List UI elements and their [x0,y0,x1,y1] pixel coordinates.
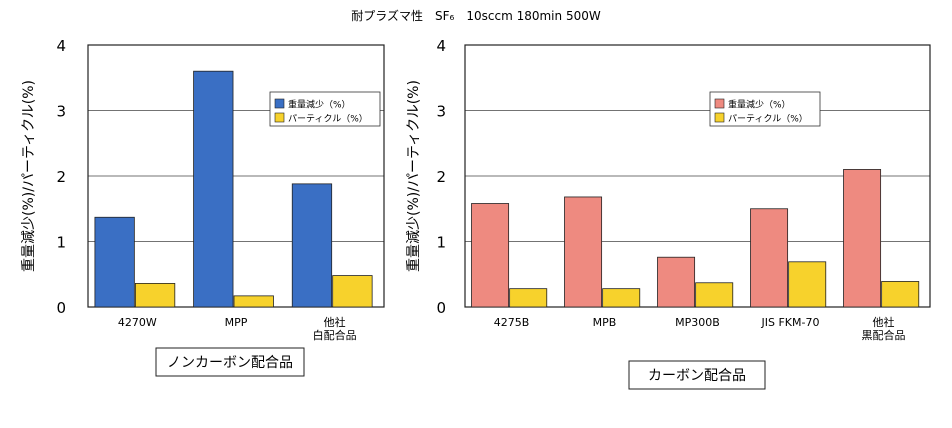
legend-label: パーティクル（%） [288,114,368,125]
bar-weight-loss [657,256,696,308]
caption-box [155,347,305,377]
y-tick-label: 2 [436,168,446,186]
y-axis-label: 重量減少(%)/パーティクル(%) [405,80,422,272]
y-tick-label: 4 [436,37,446,55]
y-tick-label: 1 [436,234,446,252]
chart-non-carbon: 0 1 2 3 4 重量減少(%)/パーティクル(%) 4270W MPP 他社白配合品 重量減少… [20,37,385,377]
x-tick-label: 他社黒配合品 [862,315,906,342]
caption-label: ノンカーボン配合品 [167,355,293,371]
y-tick-label: 3 [56,103,66,121]
page-title: 耐プラズマ性 SF₆ 10sccm 180min 500W [351,8,601,23]
y-tick-label: 3 [436,103,446,121]
legend-swatch [714,98,725,109]
legend-label: 重量減少（%） [728,99,791,111]
x-tick-label: MPP [225,316,248,329]
bar-particle [602,288,641,308]
x-tick-label: MP300B [675,316,720,329]
y-axis-label: 重量減少(%)/パーティクル(%) [20,80,37,272]
y-tick-label: 0 [56,299,66,317]
bar-weight-loss [94,216,135,308]
bar-weight-loss [193,70,234,308]
chart-carbon: 0 1 2 3 4 重量減少(%)/パーティクル(%) 4275B MPB MP300B JIS … [405,37,931,390]
x-tick-label: MPB [593,316,617,329]
legend-swatch [274,112,285,123]
bar-particle [881,281,920,308]
bar-weight-loss [564,196,603,308]
y-tick-label: 4 [56,37,66,55]
legend-label: パーティクル（%） [728,114,808,125]
bar-particle [233,295,274,308]
bar-particle [509,288,548,308]
bar-weight-loss [750,208,789,308]
bar-particle [788,261,827,308]
x-tick-label: 4270W [118,316,157,329]
bar-particle [695,282,734,308]
legend-box [269,91,381,127]
bar-particle [332,275,373,308]
bar-particle [134,283,176,308]
legend-swatch [274,98,285,109]
x-tick-label: 4275B [494,316,530,329]
caption-label: カーボン配合品 [648,368,746,384]
legend-box [709,91,821,127]
legend-label: 重量減少（%） [288,99,351,111]
x-tick-label: JIS FKM-70 [761,316,820,329]
bar-weight-loss [843,169,882,308]
bar-weight-loss [471,203,510,308]
bar-weight-loss [291,183,333,308]
y-tick-label: 1 [56,234,66,252]
legend-swatch [714,112,725,123]
y-tick-label: 2 [56,168,66,186]
y-tick-label: 0 [436,299,446,317]
caption-box [628,360,766,390]
x-tick-label: 他社白配合品 [313,315,357,342]
